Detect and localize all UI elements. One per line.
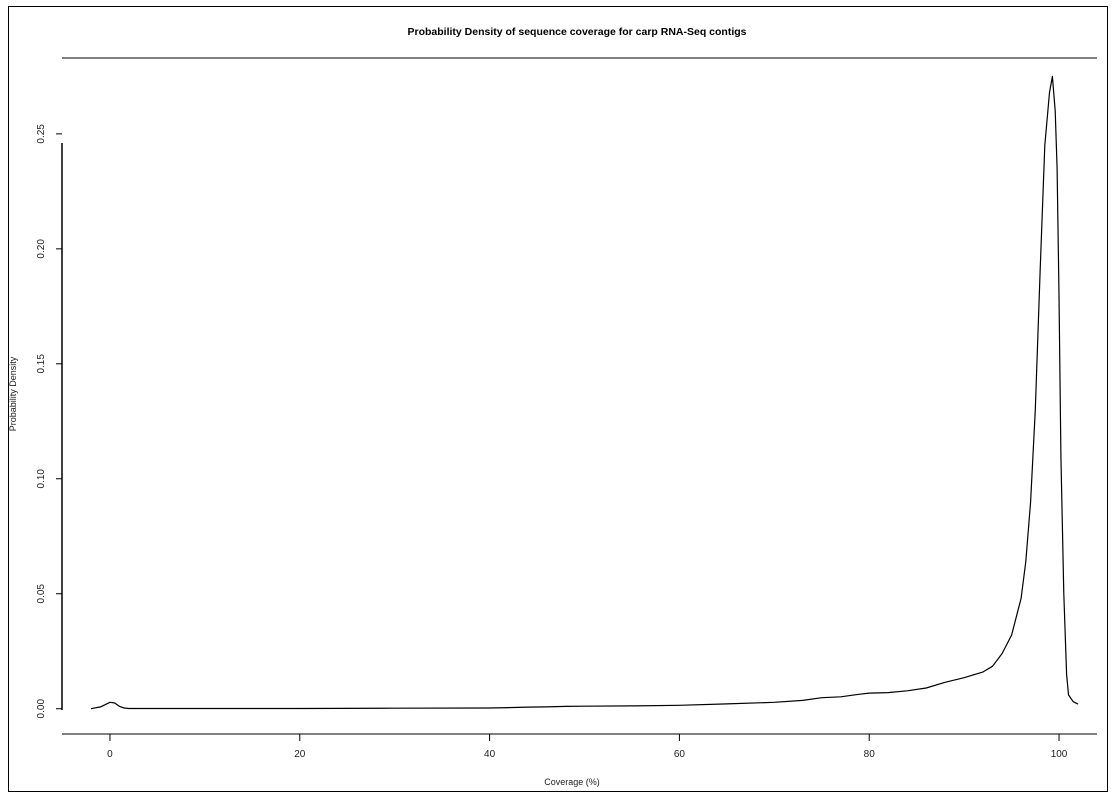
y-tick-label: 0.00 — [36, 699, 47, 719]
x-tick-label: 40 — [484, 749, 496, 760]
y-tick-label: 0.10 — [36, 469, 47, 489]
y-tick-label: 0.15 — [36, 354, 47, 374]
y-tick-label: 0.05 — [36, 584, 47, 604]
y-tick-label: 0.25 — [36, 124, 47, 144]
x-axis-ticks: 0 20 40 60 80 100 — [107, 734, 1068, 760]
density-curve — [90, 75, 1079, 710]
y-axis-ticks: 0.00 0.05 0.10 0.15 0.20 0.25 — [36, 124, 62, 719]
x-tick-label: 100 — [1051, 749, 1068, 760]
x-tick-label: 80 — [864, 749, 876, 760]
figure-frame — [8, 6, 1108, 792]
x-axis-label: Coverage (%) — [544, 777, 600, 787]
x-tick-label: 60 — [674, 749, 686, 760]
y-tick-label: 0.20 — [36, 239, 47, 259]
x-tick-label: 0 — [107, 749, 113, 760]
x-tick-label: 20 — [294, 749, 306, 760]
chart-title: Probability Density of sequence coverage… — [408, 26, 747, 38]
y-axis-label: Probability Density — [8, 356, 18, 431]
